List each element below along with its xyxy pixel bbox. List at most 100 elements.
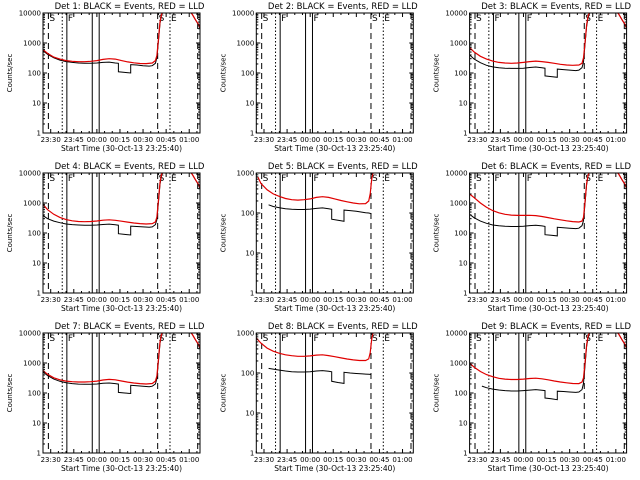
marker-flag: E [598,14,604,24]
x-tick-label: 01:00 [392,296,412,304]
x-tick-label: 00:00 [87,296,107,304]
marker-flag: E [171,14,177,24]
x-axis: 23:30 23:45 00:00 00:15 00:30 00:45 01:00 [467,173,626,304]
x-axis: 23:30 23:45 00:00 00:15 00:30 00:45 01:00 [41,13,199,144]
x-tick-label: 23:45 [490,456,510,464]
marker-flag: F [494,334,499,344]
y-axis: 1 10 100 1000 10000 [19,170,200,298]
marker-flag: F [494,174,499,184]
x-axis-label: Start Time (30-Oct-13 23:25:40) [61,304,182,313]
y-tick-label: 100 [241,70,254,78]
x-tick-label: 01:00 [606,456,626,464]
event-markers [261,13,412,133]
x-tick-label: 00:45 [156,456,176,464]
series-group [469,13,627,78]
x-tick-label: 00:00 [300,136,320,144]
y-tick-label: 1 [463,450,467,458]
series-line-lld [43,173,200,225]
y-tick-label: 1 [37,290,41,298]
y-axis-label: Counts/sec [219,374,227,413]
marker-flag: S [476,14,482,24]
x-tick-label: 23:45 [277,136,297,144]
marker-flag: F [68,174,73,184]
marker-flag: S [159,14,165,24]
series-group [257,173,374,222]
x-tick-label: 00:15 [110,136,130,144]
y-tick-label: 10000 [19,10,41,18]
x-tick-label: 00:00 [513,136,533,144]
y-tick-label: 1 [463,130,467,138]
plot-frame [255,332,414,454]
y-axis: 1 10 100 1000 10000 [445,170,627,298]
series-line-events [43,173,200,236]
marker-flag: S [49,14,55,24]
panel-title: Det 5: BLACK = Events, RED = LLD [268,162,418,172]
panel-title: Det 7: BLACK = Events, RED = LLD [55,322,205,332]
x-axis: 23:30 23:45 00:00 00:15 00:30 00:45 01:00 [254,13,413,144]
y-tick-label: 1 [37,450,41,458]
x-tick-label: 00:15 [110,296,130,304]
event-markers [474,13,625,133]
x-tick-label: 00:30 [346,136,366,144]
x-axis-label: Start Time (30-Oct-13 23:25:40) [488,304,609,313]
series-line-events [469,13,627,78]
x-tick-label: 01:00 [606,136,626,144]
series-line-lld [257,173,374,205]
x-tick-label: 01:00 [606,296,626,304]
x-tick-label: 00:00 [87,456,107,464]
marker-flag: S [49,334,55,344]
marker-flag: S [263,174,269,184]
y-tick-label: 10 [245,250,254,258]
marker-flag: S [372,174,378,184]
x-axis-label: Start Time (30-Oct-13 23:25:40) [488,464,609,473]
x-tick-label: 00:00 [300,456,320,464]
marker-flag: E [384,14,390,24]
x-tick-label: 01:00 [179,456,199,464]
series-line-events [268,204,372,222]
x-tick-label: 23:30 [254,136,274,144]
x-tick-label: 00:30 [346,456,366,464]
x-tick-label: 23:30 [41,136,61,144]
y-tick-label: 10 [245,410,254,418]
y-tick-label: 1000 [450,40,468,48]
y-tick-label: 1 [37,130,41,138]
series-group [469,173,627,237]
y-axis: 1 10 100 1000 10000 [19,330,200,458]
y-tick-label: 1000 [23,40,41,48]
event-markers [261,333,412,453]
series-line-lld [469,173,627,223]
y-tick-label: 10 [32,260,41,268]
y-tick-label: 100 [241,210,254,218]
series-group [256,333,374,384]
event-markers [474,333,625,453]
series-group [43,333,200,395]
y-tick-label: 1000 [23,200,41,208]
x-tick-label: 23:30 [467,456,487,464]
event-markers [261,173,412,293]
y-tick-label: 10 [459,100,468,108]
y-tick-label: 100 [28,70,41,78]
x-tick-label: 01:00 [179,136,199,144]
marker-flag: S [159,334,165,344]
x-tick-label: 00:30 [133,296,153,304]
marker-flag: E [171,174,177,184]
x-tick-label: 23:45 [277,456,297,464]
panel-title: Det 2: BLACK = Events, RED = LLD [268,2,418,12]
marker-flag: S [263,14,269,24]
event-markers [474,173,625,293]
marker-flag: F [281,174,286,184]
marker-flag: F [281,14,286,24]
series-line-events [43,333,200,395]
x-tick-label: 00:45 [369,456,389,464]
y-tick-label: 10000 [19,330,41,338]
marker-flag: S [372,334,378,344]
x-tick-label: 00:45 [156,296,176,304]
x-tick-label: 23:45 [277,296,297,304]
x-tick-label: 23:30 [467,296,487,304]
y-tick-label: 100 [28,390,41,398]
event-markers [47,173,199,293]
